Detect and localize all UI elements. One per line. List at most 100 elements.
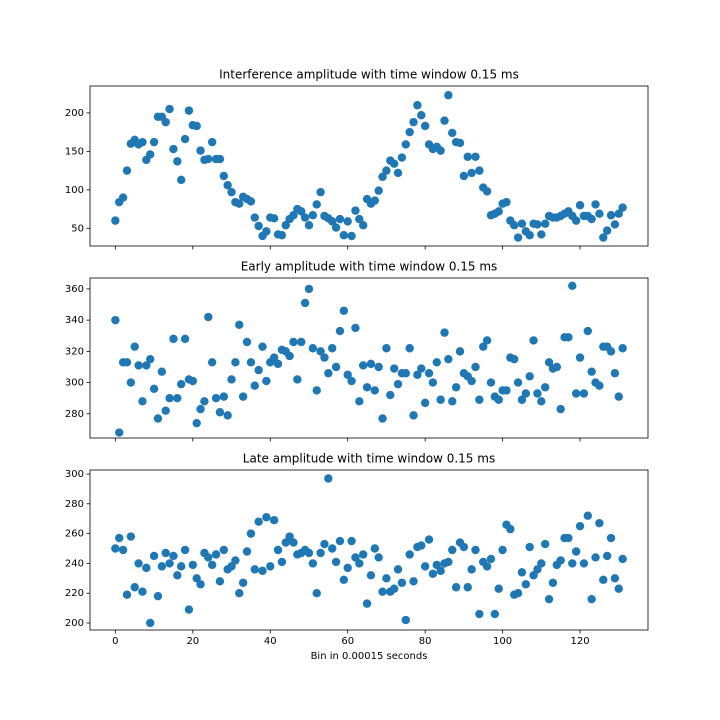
point (339, 306, 349, 315)
point (320, 353, 329, 362)
point (347, 536, 356, 546)
point (405, 127, 414, 137)
point (308, 344, 318, 353)
y-tick-label: 300 (65, 469, 84, 480)
point (455, 138, 465, 148)
point (537, 230, 546, 239)
point (540, 219, 550, 228)
point (173, 571, 182, 580)
point (227, 375, 236, 384)
point (362, 383, 372, 392)
point (575, 521, 585, 531)
point (544, 594, 554, 604)
axes-frame (89, 277, 649, 439)
point (513, 378, 523, 387)
point (486, 554, 496, 564)
point (378, 172, 387, 181)
y-tick-label: 240 (65, 558, 84, 569)
point (207, 137, 217, 147)
point (517, 568, 527, 577)
point (389, 364, 399, 373)
point (355, 214, 364, 224)
point (599, 233, 608, 242)
point (289, 538, 298, 547)
point (537, 397, 546, 406)
point (521, 389, 531, 398)
point (432, 358, 441, 367)
point (173, 157, 182, 166)
point (521, 580, 531, 589)
point (351, 553, 360, 562)
point (393, 168, 403, 178)
point (180, 334, 190, 344)
point (533, 389, 542, 398)
point (506, 524, 515, 534)
point (122, 590, 132, 599)
point (471, 545, 480, 555)
point (130, 342, 139, 351)
point (266, 562, 275, 571)
x-tick-label: 100 (493, 636, 512, 647)
point (161, 406, 170, 415)
point (533, 220, 542, 229)
point (479, 342, 488, 351)
point (602, 551, 612, 561)
y-tick-label: 200 (65, 108, 84, 119)
point (436, 146, 445, 155)
point (161, 117, 170, 127)
point (544, 358, 554, 367)
point (351, 206, 360, 215)
point (165, 104, 174, 114)
point (204, 553, 213, 562)
point (312, 200, 321, 209)
point (475, 166, 484, 175)
subplot-title: Early amplitude with time window 0.15 ms (241, 260, 498, 274)
point (219, 171, 228, 181)
point (436, 395, 445, 404)
point (374, 553, 383, 562)
point (564, 533, 573, 543)
point (184, 605, 194, 614)
point (281, 538, 290, 547)
point (382, 574, 391, 583)
point (424, 369, 434, 378)
point (115, 428, 124, 437)
y-tick-label: 200 (65, 618, 84, 629)
point (204, 312, 213, 322)
point (169, 334, 178, 344)
point (583, 511, 592, 520)
point (386, 390, 395, 400)
x-tick-label: 60 (341, 636, 354, 647)
point (382, 344, 391, 353)
point (591, 553, 600, 562)
point (610, 369, 620, 378)
point (335, 214, 345, 224)
point (444, 354, 453, 364)
point (370, 544, 380, 553)
point (420, 121, 430, 131)
point (254, 365, 263, 375)
point (351, 323, 360, 333)
point (436, 566, 445, 576)
point (599, 575, 608, 584)
point (157, 367, 167, 376)
point (192, 574, 201, 583)
subplot-title: Late amplitude with time window 0.15 ms (243, 452, 495, 466)
point (250, 381, 259, 390)
point (285, 532, 294, 541)
point (146, 150, 155, 159)
point (149, 137, 159, 147)
x-tick-label: 0 (112, 636, 118, 647)
point (428, 569, 438, 579)
point (355, 397, 364, 406)
point (366, 359, 376, 369)
point (242, 337, 252, 347)
point (126, 378, 136, 387)
point (196, 580, 205, 589)
point (362, 599, 372, 608)
point (231, 556, 240, 565)
point (339, 575, 349, 584)
point (525, 372, 534, 381)
point (235, 199, 244, 208)
y-tick-label: 100 (65, 185, 84, 196)
